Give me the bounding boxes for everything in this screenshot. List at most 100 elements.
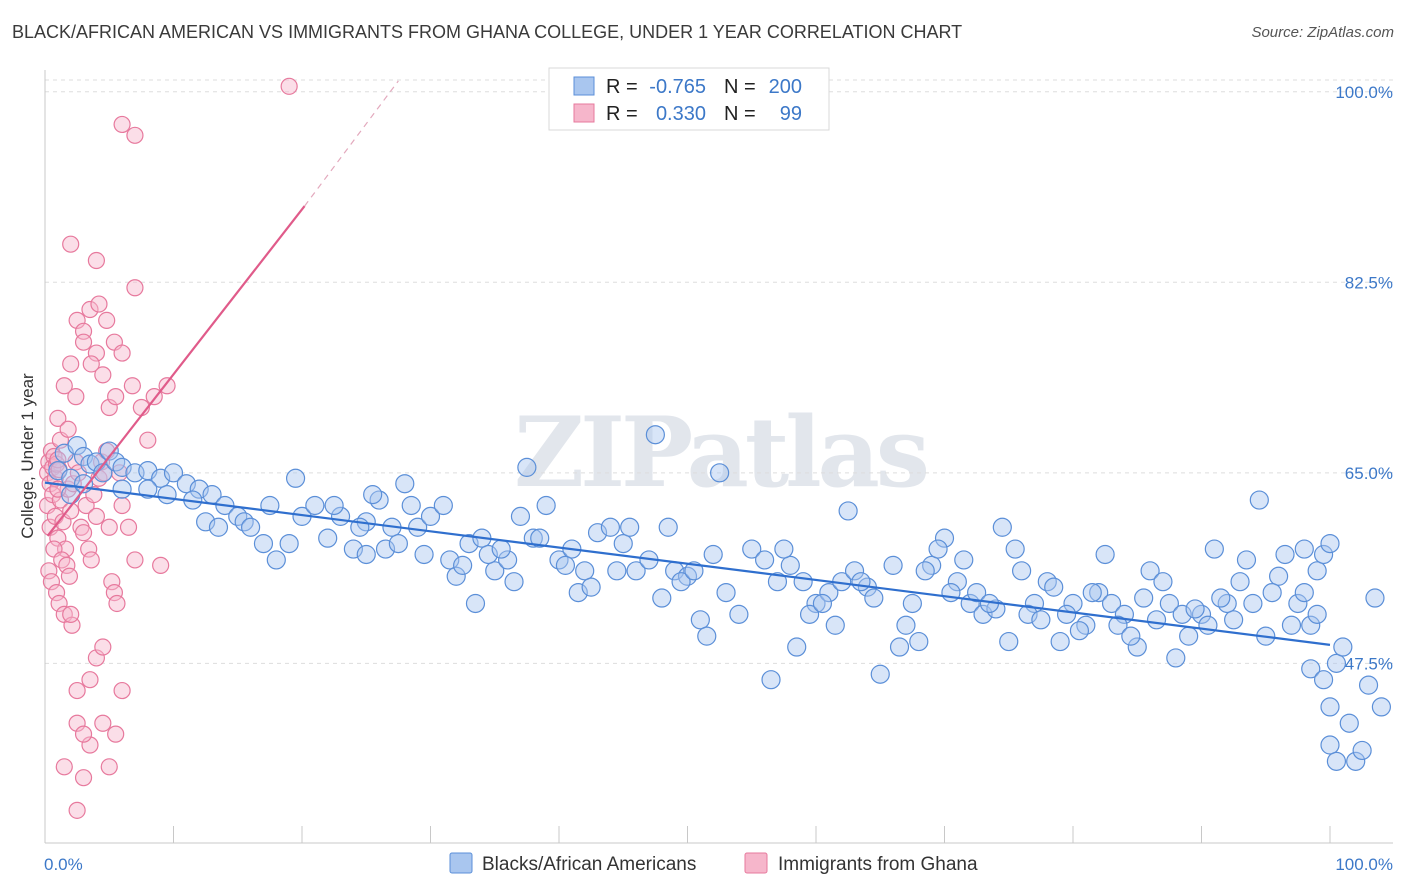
black-african-american-point	[67, 436, 87, 456]
ghana-point	[74, 769, 93, 787]
watermark: ZIPatlas	[514, 396, 927, 509]
black-african-american-point	[99, 441, 119, 461]
ghana-point	[94, 638, 112, 656]
black-african-american-point	[992, 517, 1012, 537]
black-african-american-point	[1346, 751, 1366, 771]
y-tick-label: 65.0%	[1345, 464, 1393, 483]
black-african-american-point	[1307, 604, 1327, 624]
black-african-american-point	[1018, 604, 1038, 624]
black-african-american-point	[742, 539, 762, 559]
stats-legend-r-label-1: R =	[606, 76, 638, 98]
black-african-american-point	[838, 501, 858, 521]
black-african-american-point	[536, 495, 556, 516]
stats-legend-n-value-2: 99	[780, 103, 802, 125]
black-african-american-point	[1371, 697, 1392, 717]
ghana-point	[100, 518, 118, 536]
trend-lines	[44, 80, 1331, 646]
stats-legend-r-value-2: 0.330	[656, 103, 706, 125]
black-african-american-point	[799, 604, 820, 624]
black-african-american-point	[401, 495, 421, 516]
ghana-point	[126, 551, 144, 569]
ghana-point	[63, 616, 81, 634]
ghana-point	[152, 556, 170, 574]
black-african-american-point	[774, 539, 794, 559]
black-african-american-point	[1179, 626, 1199, 646]
black-african-american-point	[1268, 566, 1289, 586]
black-african-american-point	[266, 550, 286, 570]
black-african-american-point	[934, 528, 955, 548]
black-african-american-point	[1365, 588, 1385, 608]
black-african-american-point	[465, 593, 486, 614]
black-african-american-point	[1236, 550, 1257, 570]
black-african-american-point	[999, 631, 1019, 652]
ghana-point	[80, 540, 98, 558]
ghana-point	[105, 583, 123, 602]
black-african-american-point	[388, 533, 408, 554]
black-african-american-point	[1204, 539, 1224, 559]
black-african-american-point	[909, 631, 929, 652]
ghana-point	[62, 355, 80, 373]
black-african-american-point	[1185, 599, 1205, 619]
ghana-point	[62, 235, 80, 253]
stats-legend-r-label-2: R =	[606, 103, 638, 125]
black-african-american-point	[600, 517, 621, 537]
black-african-american-point	[375, 539, 396, 559]
chart-title: BLACK/AFRICAN AMERICAN VS IMMIGRANTS FRO…	[12, 22, 963, 42]
black-african-american-point	[478, 544, 498, 565]
x-tick-label-max: 100.0%	[1335, 855, 1393, 874]
ghana-point	[113, 681, 131, 700]
ghana-point	[55, 377, 73, 395]
black-african-american-point	[1320, 697, 1340, 717]
stats-legend-n-label-1: N =	[724, 76, 756, 98]
stats-legend-n-value-1: 200	[769, 76, 802, 98]
black-african-american-point	[343, 539, 363, 559]
x-axis-ticks	[44, 826, 1331, 843]
black-african-american-point	[973, 604, 993, 624]
black-african-american-point	[196, 512, 216, 532]
black-african-american-point	[1127, 637, 1147, 657]
ghana-point	[59, 420, 77, 438]
black-african-american-point	[395, 474, 415, 494]
ghana-point	[50, 594, 68, 613]
ghana-point	[49, 409, 67, 427]
y-tick-label: 100.0%	[1335, 83, 1393, 102]
black-african-american-point	[318, 528, 338, 548]
ghana-point	[81, 736, 99, 754]
black-african-american-point	[825, 615, 845, 635]
chart-source: Source: ZipAtlas.com	[1251, 24, 1394, 41]
stats-legend-n-label-2: N =	[724, 103, 756, 125]
black-african-american-point	[844, 561, 865, 581]
black-african-american-point	[697, 626, 717, 646]
ghana-point	[74, 725, 93, 743]
black-african-american-point	[870, 664, 890, 684]
black-african-american-point	[1230, 572, 1250, 592]
black-african-american-point	[928, 539, 948, 559]
ghana-point	[58, 556, 76, 574]
black-african-american-point	[1301, 615, 1321, 635]
black-african-american-point	[1146, 610, 1167, 630]
black-african-american-point	[363, 485, 383, 505]
black-african-american-point	[954, 550, 974, 570]
black-african-american-point	[896, 615, 916, 635]
black-african-american-point	[1307, 561, 1327, 581]
black-african-american-point	[453, 555, 473, 575]
y-tick-label: 82.5%	[1345, 273, 1393, 292]
black-african-american-point	[1101, 593, 1122, 614]
black-african-american-point	[73, 446, 94, 467]
black-african-american-points	[48, 425, 1392, 771]
stats-legend-swatch-blue	[573, 76, 595, 96]
black-african-american-point	[1320, 735, 1340, 755]
black-african-american-point	[1050, 631, 1070, 652]
black-african-american-point	[967, 582, 987, 603]
black-african-american-point	[620, 517, 640, 537]
y-axis-title: College, Under 1 year	[18, 373, 37, 539]
ghana-point	[40, 562, 58, 580]
black-african-american-point	[446, 566, 466, 586]
ghana-trend-line	[46, 205, 306, 537]
ghana-point	[113, 344, 131, 362]
black-african-american-point	[780, 555, 800, 575]
ghana-point	[47, 583, 66, 602]
black-african-american-point	[767, 572, 788, 592]
ghana-point	[98, 311, 116, 330]
ghana-point	[62, 502, 80, 520]
